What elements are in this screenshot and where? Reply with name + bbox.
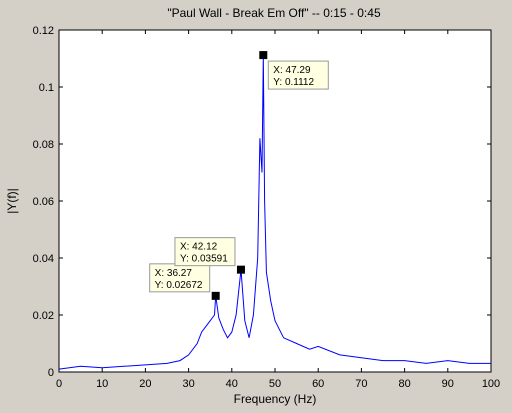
y-tick-label: 0.04	[33, 253, 54, 265]
x-tick-label: 80	[398, 378, 410, 390]
datatip-y-text: Y: 0.1112	[273, 77, 314, 88]
x-tick-label: 70	[355, 378, 367, 390]
y-tick-label: 0.06	[33, 196, 54, 208]
x-tick-label: 20	[139, 378, 151, 390]
y-tick-label: 0.1	[39, 82, 54, 94]
datatip-marker[interactable]	[211, 291, 220, 300]
y-axis: 0 0.02 0.04 0.06 0.08 0.1 0.12	[33, 25, 491, 379]
datatip-x-text: X: 47.29	[273, 65, 311, 76]
datatip-y-text: Y: 0.02672	[155, 280, 203, 291]
x-tick-label: 60	[312, 378, 324, 390]
datatip-x-text: X: 42.12	[180, 242, 218, 253]
x-tick-label: 90	[442, 378, 454, 390]
x-tick-label: 0	[56, 378, 62, 390]
chart-title: "Paul Wall - Break Em Off" -- 0:15 - 0:4…	[167, 6, 381, 20]
datatip-y-text: Y: 0.03591	[180, 254, 228, 265]
datatip-marker[interactable]	[259, 51, 268, 60]
series-line-0	[58, 55, 491, 370]
y-axis-label: |Y(f)|	[5, 188, 19, 214]
datatip-box	[174, 237, 236, 267]
x-tick-label: 40	[226, 378, 238, 390]
x-axis-label: Frequency (Hz)	[234, 392, 317, 406]
x-tick-label: 30	[182, 378, 194, 390]
x-tick-label: 50	[269, 378, 281, 390]
datatips: X: 36.27Y: 0.02672 X: 42.12Y: 0.03591 X: 4…	[149, 51, 329, 300]
y-tick-label: 0.12	[33, 25, 54, 37]
datatip-box	[267, 60, 329, 90]
y-tick-label: 0.08	[33, 139, 54, 151]
y-tick-label: 0.02	[33, 310, 54, 322]
datatip-x-text: X: 36.27	[155, 268, 193, 279]
series-layer	[58, 55, 491, 370]
x-tick-label: 100	[482, 378, 500, 390]
x-tick-label: 10	[96, 378, 108, 390]
y-tick-label: 0	[48, 367, 54, 379]
x-axis: 0 10 20 30 40 50 60 70 80 90 100	[56, 30, 500, 390]
datatip-marker[interactable]	[236, 265, 245, 274]
